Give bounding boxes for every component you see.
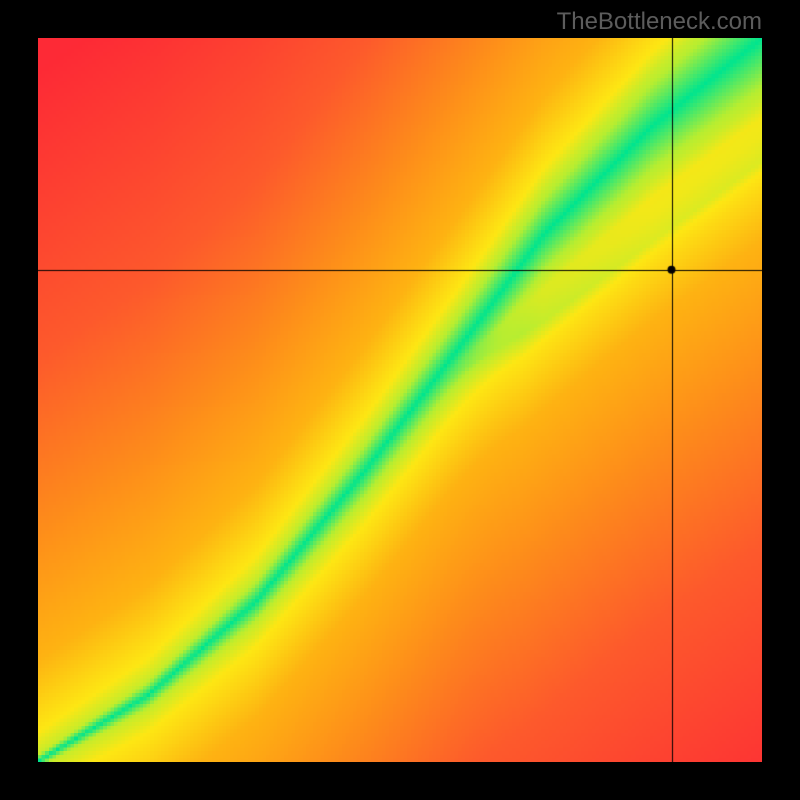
chart-container: TheBottleneck.com	[0, 0, 800, 800]
watermark-text: TheBottleneck.com	[557, 8, 762, 36]
crosshair-overlay	[38, 38, 762, 762]
